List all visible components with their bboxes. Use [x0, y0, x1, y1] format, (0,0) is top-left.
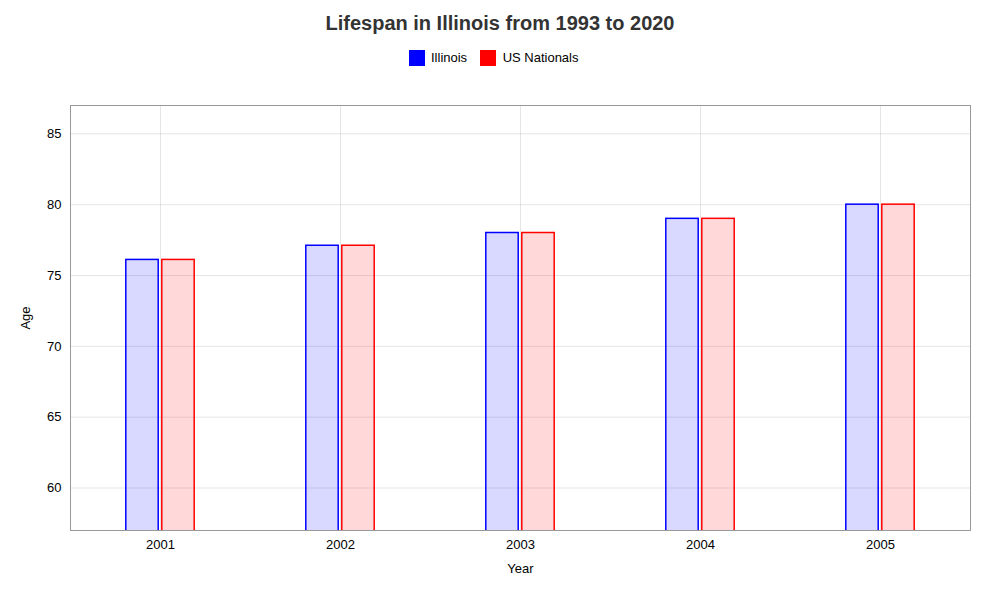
- svg-text:85: 85: [47, 125, 61, 140]
- svg-text:60: 60: [47, 480, 61, 495]
- svg-text:80: 80: [47, 196, 61, 211]
- svg-text:Year: Year: [507, 560, 534, 575]
- html-text:US Nationals: US Nationals: [502, 50, 579, 65]
- svg-text:75: 75: [47, 267, 61, 282]
- svg-text:65: 65: [47, 409, 61, 424]
- svg-text:2004: 2004: [686, 536, 715, 551]
- html-text:Lifespan in Illinois from 1993: Lifespan in Illinois from 1993 to 2020: [325, 12, 675, 34]
- svg-text:Age: Age: [18, 306, 33, 329]
- svg-text:2003: 2003: [506, 536, 535, 551]
- svg-text:70: 70: [47, 338, 61, 353]
- svg-text:2001: 2001: [146, 536, 175, 551]
- html-text:Illinois: Illinois: [431, 50, 468, 65]
- svg-text:2002: 2002: [326, 536, 355, 551]
- svg-text:2005: 2005: [866, 536, 895, 551]
